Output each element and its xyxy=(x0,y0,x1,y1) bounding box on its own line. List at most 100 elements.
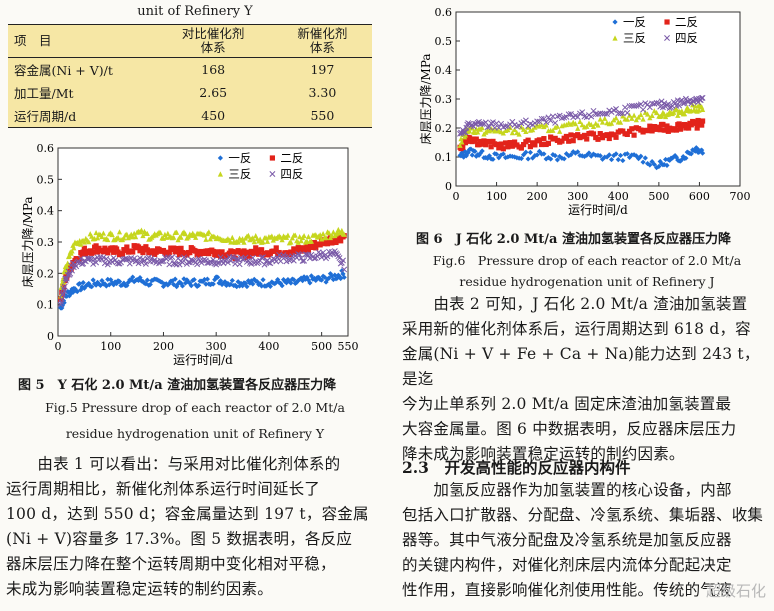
data-point xyxy=(654,109,660,116)
data-point xyxy=(617,119,624,125)
data-point xyxy=(540,115,547,122)
data-point xyxy=(677,126,684,132)
data-point xyxy=(637,101,644,108)
data-point xyxy=(575,132,581,138)
data-point xyxy=(595,136,601,142)
data-point xyxy=(539,141,545,148)
data-point xyxy=(479,120,486,127)
data-point xyxy=(217,253,224,259)
data-point xyxy=(125,256,132,263)
data-point xyxy=(699,118,706,124)
data-point xyxy=(217,155,223,161)
data-point xyxy=(250,235,256,241)
data-point xyxy=(171,234,177,240)
data-point xyxy=(660,121,666,128)
data-point xyxy=(116,278,123,285)
data-point xyxy=(675,112,681,118)
data-point xyxy=(509,130,515,136)
data-point xyxy=(664,162,670,168)
data-point xyxy=(72,286,78,292)
data-point xyxy=(200,278,206,285)
data-point xyxy=(550,127,556,133)
table-header-cell: 对比催化剂 体系 xyxy=(181,26,245,55)
data-point xyxy=(138,227,145,233)
data-point xyxy=(94,249,101,255)
data-point xyxy=(210,248,216,255)
data-point xyxy=(317,251,324,257)
data-point xyxy=(486,123,493,130)
data-point xyxy=(330,229,336,235)
data-point xyxy=(644,111,651,117)
data-point xyxy=(299,278,306,284)
data-point xyxy=(613,115,619,121)
data-point xyxy=(541,123,547,130)
paragraph-line: 大容金属量。图 6 中数据表明，反应器床层压力 xyxy=(402,420,737,438)
x-tick-label: 0 xyxy=(453,190,460,203)
data-point xyxy=(595,122,601,128)
data-point xyxy=(250,281,256,287)
data-point xyxy=(291,246,297,252)
paragraph-line: 今为止单系列 2.0 Mt/a 固定床渣油加氢装置最 xyxy=(402,395,732,413)
y-tick-label: 0.1 xyxy=(37,299,55,312)
data-point xyxy=(699,147,705,153)
data-point xyxy=(629,115,635,121)
table-cell: 运行周期/d xyxy=(14,109,77,124)
data-point xyxy=(333,239,339,246)
data-point xyxy=(96,281,102,287)
data-point xyxy=(608,156,615,163)
data-point xyxy=(516,131,522,137)
data-point xyxy=(545,140,552,146)
data-point xyxy=(661,162,667,168)
data-point xyxy=(640,116,646,122)
data-point xyxy=(245,249,252,255)
data-point xyxy=(258,247,265,253)
data-point xyxy=(592,111,599,118)
data-point xyxy=(536,137,542,143)
data-point xyxy=(543,119,550,126)
data-point xyxy=(175,249,181,255)
paragraph-line: 性作用，直接影响催化剂使用性能。传统的气液 xyxy=(402,581,732,599)
data-point xyxy=(651,124,657,130)
x-tick-label: 600 xyxy=(689,190,710,203)
data-point xyxy=(299,258,306,265)
data-point xyxy=(554,123,561,129)
data-point xyxy=(151,256,158,263)
data-point xyxy=(326,230,332,236)
data-point xyxy=(657,127,663,133)
data-point xyxy=(235,239,241,245)
paragraph-line: 100 d，达到 550 d；容金属量达到 197 t，容金属 xyxy=(6,505,369,523)
data-point xyxy=(80,280,86,286)
data-point xyxy=(254,248,260,254)
data-point xyxy=(193,234,199,240)
watermark: 超级石化 xyxy=(705,582,766,600)
data-point xyxy=(301,257,308,264)
data-point xyxy=(83,251,89,257)
data-point xyxy=(86,239,92,245)
data-point xyxy=(469,152,475,158)
data-point xyxy=(288,280,294,286)
data-point xyxy=(253,245,259,251)
data-point xyxy=(620,128,626,134)
data-point xyxy=(272,281,278,287)
data-point xyxy=(244,252,250,258)
table-row: 容金属(Ni + V)/t 168 197 xyxy=(8,58,372,82)
data-point xyxy=(207,236,213,242)
paragraph-line: 降未成为影响装置稳定运转的制约因素。 xyxy=(402,445,685,463)
data-point xyxy=(121,235,127,241)
data-point xyxy=(493,142,500,148)
legend-label: 三反 xyxy=(623,31,646,45)
data-point xyxy=(502,123,509,130)
data-point xyxy=(122,247,128,253)
data-point xyxy=(588,113,595,120)
data-point xyxy=(304,274,310,280)
data-point xyxy=(527,144,533,150)
data-point xyxy=(160,258,167,264)
data-point xyxy=(664,19,670,25)
table-cell: 197 xyxy=(310,62,335,77)
fig6-chart: 0 0.1 0.2 0.3 0.4 0.5 0.6 0 100 200 300 400 500 600 70… xyxy=(419,6,751,217)
data-point xyxy=(100,254,107,261)
data-point xyxy=(584,123,590,129)
data-point xyxy=(318,254,325,261)
data-point xyxy=(176,261,183,268)
data-point xyxy=(165,230,171,237)
